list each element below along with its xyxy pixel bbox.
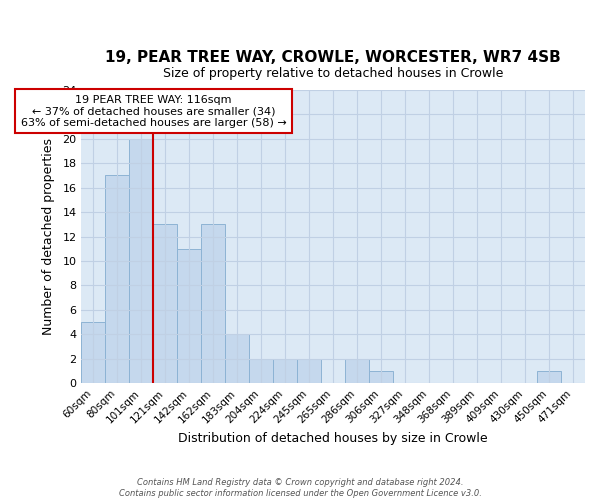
Bar xyxy=(537,371,561,384)
Bar xyxy=(178,249,202,384)
Bar xyxy=(345,359,369,384)
Bar xyxy=(369,371,393,384)
Bar xyxy=(273,359,297,384)
Bar xyxy=(154,224,178,384)
Y-axis label: Number of detached properties: Number of detached properties xyxy=(43,138,55,335)
Bar xyxy=(130,138,154,384)
Bar xyxy=(249,359,273,384)
Text: Contains HM Land Registry data © Crown copyright and database right 2024.
Contai: Contains HM Land Registry data © Crown c… xyxy=(119,478,481,498)
Title: 19, PEAR TREE WAY, CROWLE, WORCESTER, WR7 4SB: 19, PEAR TREE WAY, CROWLE, WORCESTER, WR… xyxy=(106,50,561,65)
Bar xyxy=(202,224,226,384)
Bar xyxy=(226,334,249,384)
Text: 19 PEAR TREE WAY: 116sqm
← 37% of detached houses are smaller (34)
63% of semi-d: 19 PEAR TREE WAY: 116sqm ← 37% of detach… xyxy=(20,94,286,128)
Text: Size of property relative to detached houses in Crowle: Size of property relative to detached ho… xyxy=(163,66,503,80)
Bar xyxy=(82,322,106,384)
Bar xyxy=(106,176,130,384)
X-axis label: Distribution of detached houses by size in Crowle: Distribution of detached houses by size … xyxy=(178,432,488,445)
Bar xyxy=(297,359,321,384)
